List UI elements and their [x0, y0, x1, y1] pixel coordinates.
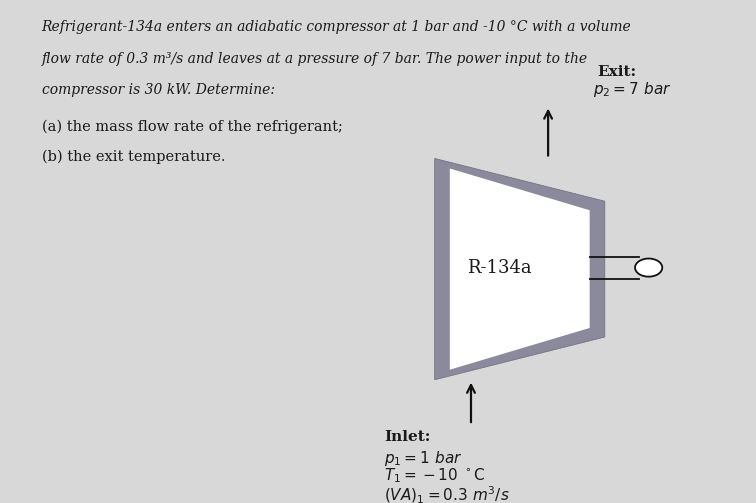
Text: $p_1 = 1\ \mathit{bar}$: $p_1 = 1\ \mathit{bar}$	[384, 449, 463, 468]
Text: flow rate of 0.3 m³/s and leaves at a pressure of 7 bar. The power input to the: flow rate of 0.3 m³/s and leaves at a pr…	[42, 52, 587, 66]
Text: Exit:: Exit:	[597, 65, 637, 79]
Text: $(VA)_1 = 0.3\ m^3/s$: $(VA)_1 = 0.3\ m^3/s$	[384, 485, 510, 503]
Polygon shape	[450, 169, 590, 370]
Text: compressor is 30 kW. Determine:: compressor is 30 kW. Determine:	[42, 83, 274, 98]
Text: Refrigerant-134a enters an adiabatic compressor at 1 bar and -10 °C with a volum: Refrigerant-134a enters an adiabatic com…	[42, 20, 631, 34]
Text: Inlet:: Inlet:	[384, 430, 430, 444]
Text: (b) the exit temperature.: (b) the exit temperature.	[42, 150, 225, 164]
Polygon shape	[435, 158, 605, 380]
Text: $p_2 = 7\ \mathit{bar}$: $p_2 = 7\ \mathit{bar}$	[593, 80, 672, 100]
Text: R-134a: R-134a	[466, 259, 531, 277]
Circle shape	[635, 259, 662, 277]
Text: $T_1 = -10\ ^\circ\mathrm{C}$: $T_1 = -10\ ^\circ\mathrm{C}$	[384, 467, 485, 485]
Text: (a) the mass flow rate of the refrigerant;: (a) the mass flow rate of the refrigeran…	[42, 120, 342, 134]
